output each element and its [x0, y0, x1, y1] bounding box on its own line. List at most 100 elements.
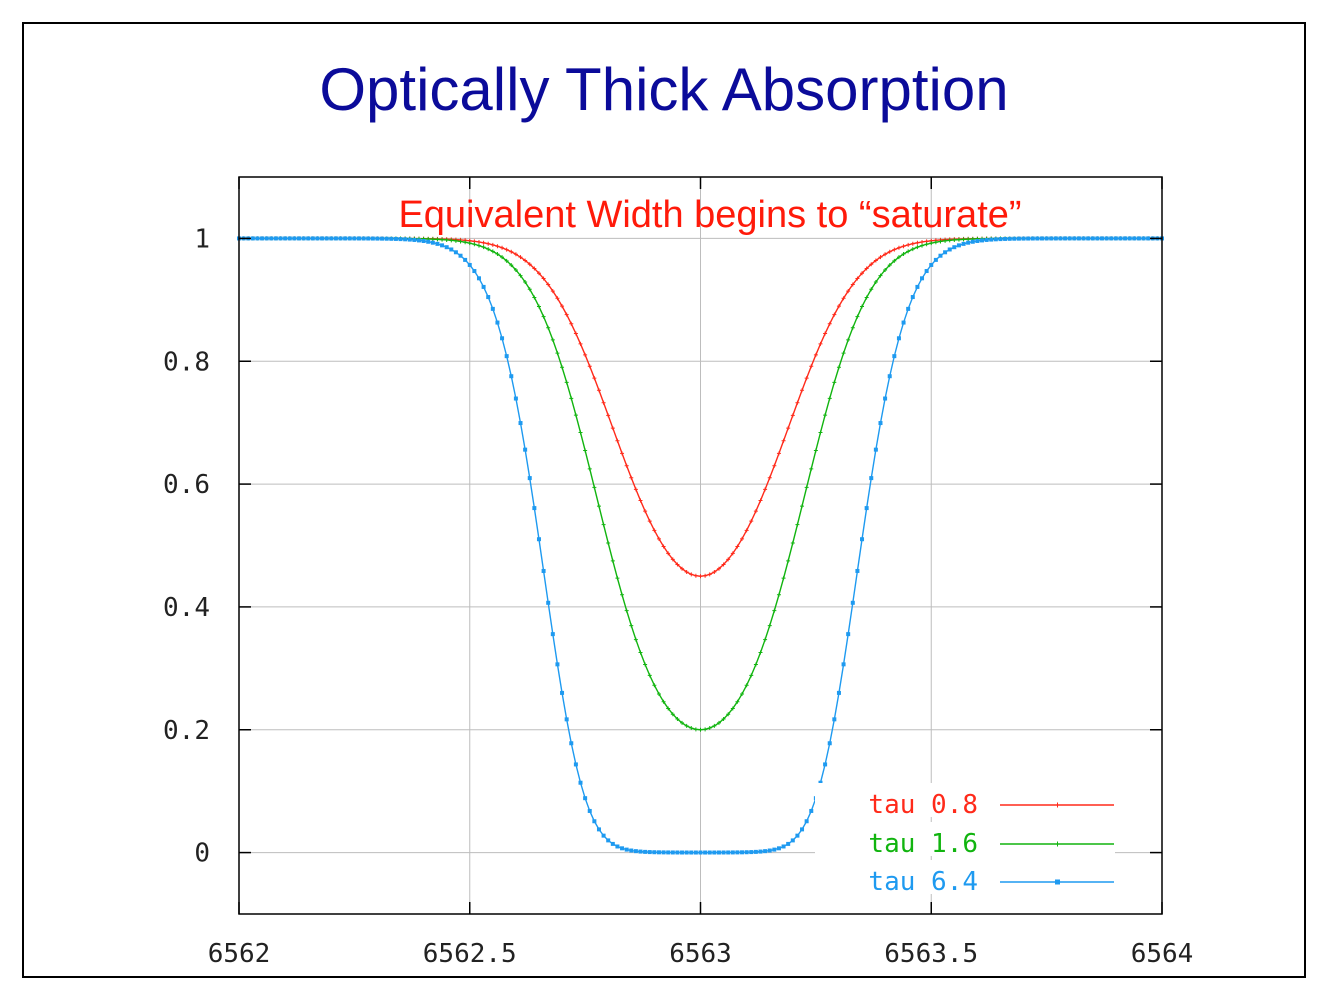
- data-point: [883, 396, 888, 401]
- data-point: [740, 536, 745, 541]
- data-point: [610, 558, 615, 563]
- data-point: [693, 573, 698, 578]
- data-point: [850, 600, 855, 605]
- data-point: [444, 237, 449, 242]
- data-point: [680, 566, 685, 571]
- x-tick-label: 6562: [208, 939, 271, 969]
- data-point: [846, 632, 851, 637]
- y-tick-label: 1: [194, 224, 210, 254]
- legend-marker: [1055, 879, 1060, 885]
- data-point: [643, 849, 648, 854]
- data-point: [1123, 236, 1128, 241]
- data-point: [915, 284, 920, 289]
- data-point: [841, 351, 846, 356]
- data-point: [804, 376, 809, 381]
- data-point: [864, 295, 869, 300]
- data-point: [878, 421, 883, 426]
- data-point: [933, 240, 938, 245]
- data-point: [624, 847, 629, 852]
- data-point: [896, 336, 901, 341]
- data-point: [1040, 236, 1045, 241]
- data-point: [956, 237, 961, 242]
- data-point: [638, 849, 643, 854]
- data-point: [560, 365, 565, 370]
- data-point: [675, 717, 680, 722]
- data-point: [601, 833, 606, 838]
- data-point: [721, 717, 726, 722]
- data-point: [947, 238, 952, 243]
- data-point: [283, 236, 288, 241]
- data-point: [703, 850, 708, 855]
- data-point: [1113, 236, 1118, 241]
- data-point: [430, 240, 435, 245]
- data-point: [615, 576, 620, 581]
- data-point: [813, 448, 818, 453]
- data-point: [587, 466, 592, 471]
- data-point: [929, 262, 934, 267]
- data-point: [509, 263, 514, 268]
- data-point: [1007, 236, 1012, 241]
- data-point: [596, 504, 601, 509]
- data-point: [1136, 236, 1141, 241]
- data-point: [869, 476, 874, 481]
- data-point: [1072, 236, 1077, 241]
- data-point: [661, 699, 666, 704]
- data-point: [592, 485, 597, 490]
- data-point: [370, 236, 375, 241]
- data-point: [855, 568, 860, 573]
- data-point: [795, 400, 800, 405]
- data-point: [730, 551, 735, 556]
- data-point: [703, 727, 708, 732]
- data-point: [980, 238, 985, 243]
- data-point: [892, 354, 897, 359]
- data-point: [504, 354, 509, 359]
- data-point: [800, 388, 805, 393]
- data-point: [906, 306, 911, 311]
- data-point: [573, 413, 578, 418]
- data-point: [440, 237, 445, 242]
- data-point: [938, 239, 943, 244]
- data-point: [869, 287, 874, 292]
- slide-frame: [22, 22, 1306, 978]
- data-point: [850, 282, 855, 287]
- data-point: [633, 849, 638, 854]
- data-point: [772, 463, 777, 468]
- data-point: [583, 448, 588, 453]
- data-point: [689, 726, 694, 731]
- data-point: [467, 262, 472, 267]
- data-point: [486, 241, 491, 246]
- data-point: [975, 239, 980, 244]
- data-point: [836, 304, 841, 309]
- data-point: [809, 466, 814, 471]
- data-point: [832, 717, 837, 722]
- data-point: [1146, 236, 1151, 241]
- data-point: [850, 325, 855, 330]
- data-point: [476, 239, 481, 244]
- data-point: [490, 242, 495, 247]
- data-point: [661, 850, 666, 855]
- data-point: [500, 245, 505, 250]
- data-point: [449, 238, 454, 243]
- data-point: [315, 236, 320, 241]
- data-point: [906, 249, 911, 254]
- data-point: [578, 341, 583, 346]
- data-point: [740, 850, 745, 855]
- data-point: [836, 365, 841, 370]
- data-point: [860, 271, 865, 276]
- data-point: [467, 241, 472, 246]
- data-point: [901, 320, 906, 325]
- data-point: [966, 240, 971, 245]
- data-point: [707, 726, 712, 731]
- data-point: [389, 236, 394, 241]
- data-point: [546, 600, 551, 605]
- data-point: [532, 266, 537, 271]
- data-point: [527, 262, 532, 267]
- data-point: [689, 850, 694, 855]
- data-point: [573, 331, 578, 336]
- data-point: [1035, 236, 1040, 241]
- data-point: [776, 451, 781, 456]
- data-point: [583, 352, 588, 357]
- data-point: [809, 364, 814, 369]
- data-point: [887, 374, 892, 379]
- data-point: [250, 236, 255, 241]
